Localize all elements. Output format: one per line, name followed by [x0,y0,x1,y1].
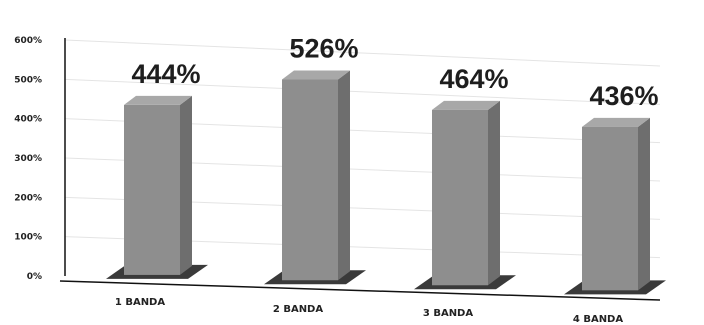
bar-side [338,70,350,281]
y-tick-label: 600% [14,36,42,46]
category-labels: 1 BANDA 2 BANDA 3 BANDA 4 BANDA [115,297,623,325]
category-label: 2 BANDA [273,304,323,315]
bar-top [282,70,350,80]
y-tick-label: 300% [14,154,42,164]
category-label: 1 BANDA [115,297,165,308]
bar [582,126,638,291]
y-tick-label: 200% [14,193,42,203]
bar-side [488,100,500,286]
category-label: 4 BANDA [573,314,623,325]
y-tick-label: 500% [14,75,42,85]
gridline [64,39,661,67]
y-tick-label: 400% [14,115,42,125]
y-tick-labels: 0% 100% 200% 300% 400% 500% 600% [14,36,42,282]
data-labels: 444% 526% 464% 436% [131,34,658,111]
x-axis-line [59,280,661,301]
data-label: 526% [289,34,358,64]
category-label: 3 BANDA [423,308,473,319]
bar [282,79,338,281]
bar [124,104,180,275]
bar-top [124,95,192,105]
gridline [64,78,661,105]
data-label: 444% [131,59,200,89]
axes [59,38,661,301]
y-tick-label: 100% [14,233,42,243]
y-tick-label: 0% [27,272,42,282]
bar-top [432,100,500,110]
bars [106,70,666,295]
bar-top [582,117,650,127]
data-label: 464% [439,64,508,94]
bar-side [638,117,650,291]
bar-side [180,95,192,275]
bar [432,109,488,286]
data-label: 436% [589,81,658,111]
